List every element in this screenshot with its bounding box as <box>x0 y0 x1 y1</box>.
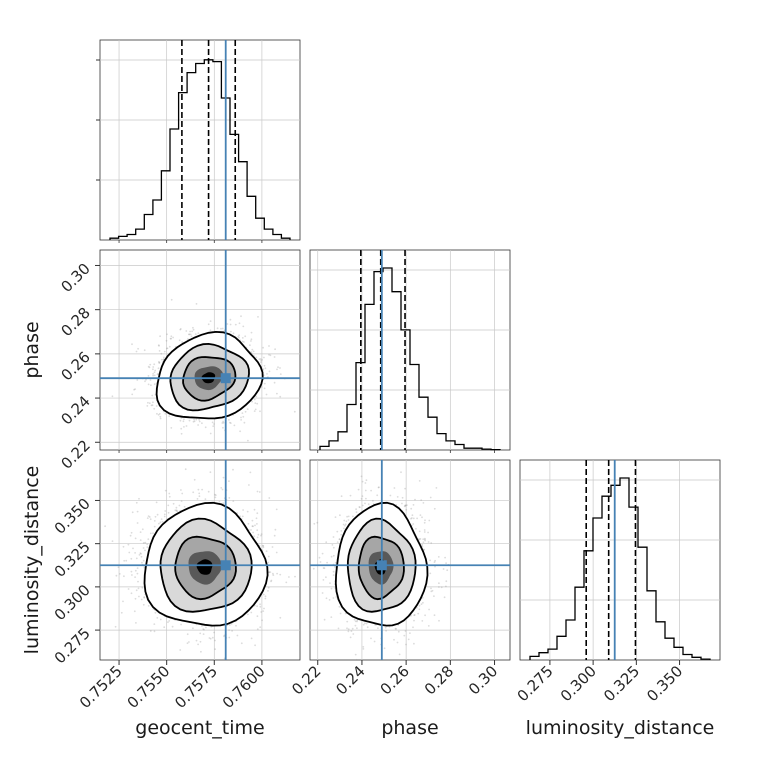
contour-luminosity-distance-vs-geocent-time-2 <box>174 535 237 601</box>
panel-distance-vs-geocent-time-frame <box>99 459 301 661</box>
panel-distance-vs-phase-frame <box>309 459 511 661</box>
density-luminosity-distance-vs-geocent-time-4 <box>196 559 213 575</box>
xtick-label-phase-0.30: 0.30 <box>465 662 501 698</box>
xtick-label-luminosity-distance-0.275: 0.275 <box>514 662 557 705</box>
contour-phase-vs-geocent-time-1 <box>169 342 250 412</box>
histograms <box>109 59 711 660</box>
density-fills <box>144 331 428 626</box>
contour-luminosity-distance-vs-geocent-time-0 <box>143 501 269 627</box>
contour-luminosity-distance-vs-phase-0 <box>334 501 429 627</box>
panel-hist-phase-frame <box>309 249 511 451</box>
panel-hist-geocent-time-frame <box>99 39 301 241</box>
ylabel-luminosity-distance: luminosity_distance <box>21 466 43 655</box>
xtick-label-geocent-time-0.7550: 0.7550 <box>124 662 174 712</box>
tick-marks <box>95 59 681 665</box>
truth-point-luminosity-distance-vs-phase <box>376 560 387 571</box>
histogram-phase <box>319 267 501 451</box>
truth-point-phase-vs-geocent-time <box>220 373 231 384</box>
truth-point-luminosity-distance-vs-geocent-time <box>220 560 231 571</box>
xtick-label-geocent-time-0.7575: 0.7575 <box>171 662 221 712</box>
xtick-label-luminosity-distance-0.300: 0.300 <box>557 662 600 705</box>
xtick-label-luminosity-distance-0.350: 0.350 <box>643 662 686 705</box>
quantile-lines <box>181 40 637 660</box>
contour-luminosity-distance-vs-phase-1 <box>346 517 417 613</box>
truth-markers <box>100 40 616 660</box>
xtick-label-phase-0.22: 0.22 <box>288 662 324 698</box>
ytick-label-phase-0.28: 0.28 <box>57 304 93 340</box>
grid-lines <box>100 40 720 660</box>
ytick-label-phase-0.22: 0.22 <box>57 436 93 472</box>
ytick-label-luminosity-distance-0.275: 0.275 <box>51 624 94 667</box>
xtick-label-luminosity-distance-0.325: 0.325 <box>600 662 643 705</box>
ytick-label-phase-0.26: 0.26 <box>57 348 93 384</box>
panel-phase-vs-geocent-time-frame <box>99 249 301 451</box>
panel-hist-luminosity-distance-frame <box>519 459 721 661</box>
xtick-label-geocent-time-0.7600: 0.7600 <box>219 662 269 712</box>
xlabel-phase: phase <box>381 717 438 739</box>
contour-luminosity-distance-vs-phase-2 <box>357 535 405 601</box>
xtick-label-phase-0.24: 0.24 <box>332 662 368 698</box>
histogram-luminosity-distance <box>529 477 711 660</box>
xtick-label-phase-0.26: 0.26 <box>377 662 413 698</box>
histogram-geocent-time <box>109 59 291 240</box>
ytick-label-luminosity-distance-0.325: 0.325 <box>51 538 94 581</box>
xtick-label-geocent-time-0.7525: 0.7525 <box>76 662 126 712</box>
contour-lines <box>143 330 429 627</box>
ytick-label-luminosity-distance-0.350: 0.350 <box>51 495 94 538</box>
contour-phase-vs-geocent-time-2 <box>182 356 237 402</box>
xlabel-luminosity-distance: luminosity_distance <box>526 717 715 739</box>
xlabel-geocent-time: geocent_time <box>135 717 264 739</box>
xtick-label-phase-0.28: 0.28 <box>421 662 457 698</box>
contour-phase-vs-geocent-time-0 <box>155 330 264 420</box>
ytick-label-phase-0.24: 0.24 <box>57 392 93 428</box>
ytick-label-luminosity-distance-0.300: 0.300 <box>51 581 94 624</box>
ytick-label-phase-0.30: 0.30 <box>57 260 93 296</box>
ylabel-phase: phase <box>21 321 43 378</box>
